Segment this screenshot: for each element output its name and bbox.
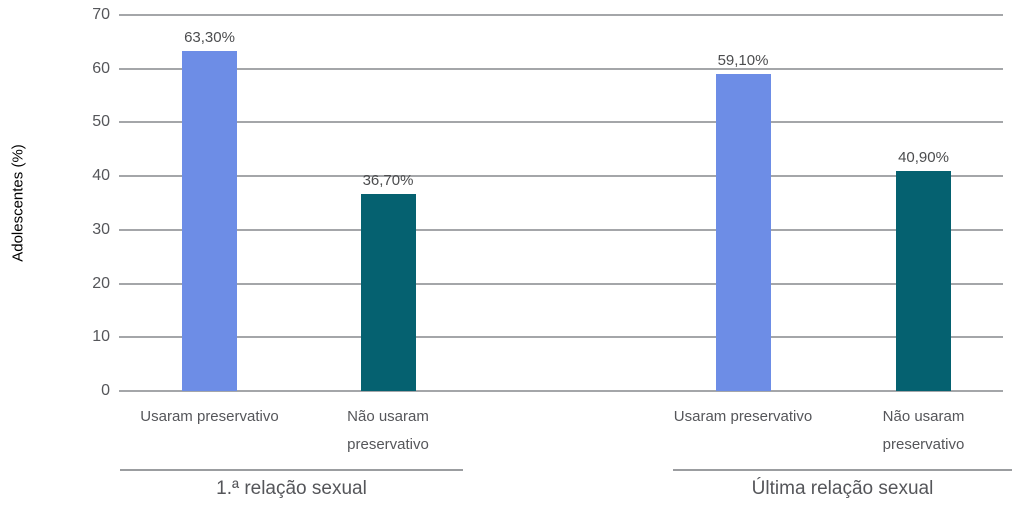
y-tick-label: 60 [92, 59, 110, 77]
bar-value-label: 63,30% [184, 28, 235, 46]
gridline-50 [119, 121, 1003, 124]
y-tick-label: 10 [92, 328, 110, 346]
y-tick-label: 0 [101, 382, 110, 399]
gridline-60 [119, 67, 1003, 70]
group-label-1: 1.ª relação sexual [216, 478, 367, 499]
group-underline-1 [120, 469, 463, 471]
y-tick-label: 40 [92, 167, 110, 185]
bar-value-label: 59,10% [717, 51, 769, 69]
gridline-70 [119, 14, 1003, 16]
x-category-label: Usaram preservativo [140, 408, 279, 425]
group-label-2: Última relação sexual [751, 478, 934, 499]
y-tick-label: 20 [92, 274, 110, 292]
bar-used-condom-group2 [715, 73, 771, 391]
bar-value-label: 36,70% [362, 171, 414, 189]
bar-value-label: 40,90% [898, 149, 949, 167]
gridline-30 [119, 228, 1003, 231]
bar-no-condom-group2 [896, 171, 951, 391]
y-tick-label: 30 [92, 220, 110, 238]
gridline-0 [119, 390, 1003, 392]
x-category-label: Usaram preservativo [673, 408, 813, 425]
bar-used-condom-group1 [182, 50, 237, 391]
y-axis-title: Adolescentes (%) [9, 144, 27, 262]
y-tick-label: 70 [92, 6, 110, 23]
gridline-40 [119, 175, 1003, 178]
x-category-label: Não usaram preservativo [882, 408, 965, 453]
y-tick-label: 50 [92, 113, 110, 131]
group-underline-2 [673, 469, 1012, 471]
bar-no-condom-group1 [360, 193, 416, 391]
gridline-20 [119, 282, 1003, 285]
gridline-10 [119, 336, 1003, 339]
x-category-label: Não usaram preservativo [347, 408, 429, 453]
